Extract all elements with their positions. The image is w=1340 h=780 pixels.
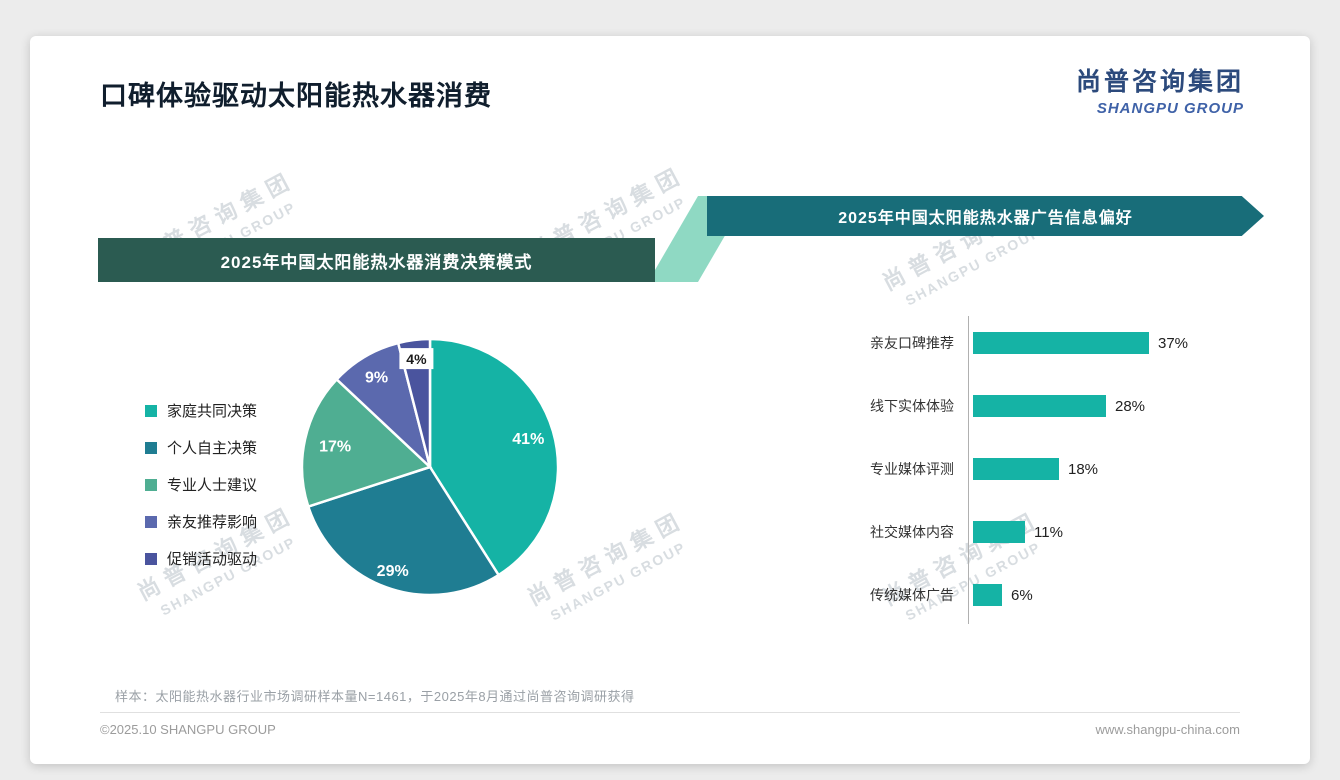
bar-row: 线下实体体验 28% [828,395,1188,417]
pie-data-label: 29% [377,563,409,580]
logo-english-text: SHANGPU GROUP [1096,100,1244,117]
bar-value-label: 28% [1115,397,1146,415]
bar-3 [973,521,1025,543]
pie-slice-2 [300,377,433,509]
pie-slice-1 [306,465,501,597]
legend-label: 专业人士建议 [167,477,258,494]
footer-website: www.shangpu-china.com [1095,722,1240,737]
legend-item: 促销活动驱动 [145,548,257,569]
pie-data-label: 4% [406,351,427,367]
bar-category-label: 线下实体体验 [870,398,954,414]
logo-chinese-text: 尚普咨询集团 [1075,68,1244,96]
company-logo: 尚普咨询集团 SHANGPU GROUP [1076,62,1244,117]
legend-item: 亲友推荐影响 [145,511,257,532]
page-title: 口碑体验驱动太阳能热水器消费 [100,81,492,111]
pie-data-label: 17% [319,438,351,455]
watermark-cn: 尚普咨询集团 [878,191,1044,296]
bar-2 [973,458,1059,480]
bar-chart-axis-line [968,316,969,624]
bar-rows: 亲友口碑推荐 37% 线下实体体验 28% 专业媒体评测 18% 社交媒体内容 11% 传统媒体… [828,332,1188,647]
pie-slice-4 [396,337,432,468]
pie-legend: 家庭共同决策 个人自主决策 专业人士建议 亲友推荐影响 促销活动驱动 [145,400,257,585]
legend-label: 促销活动驱动 [167,551,258,568]
bar-chart-title-banner: 2025年中国太阳能热水器广告信息偏好 [707,196,1264,236]
pie-label-callout [399,348,434,370]
bar-value-label: 18% [1068,460,1099,478]
legend-swatch [145,441,157,454]
legend-item: 个人自主决策 [145,437,257,458]
footer: ©2025.10 SHANGPU GROUP www.shangpu-china… [100,712,1240,737]
footer-copyright: ©2025.10 SHANGPU GROUP [100,722,276,737]
bar-value-label: 37% [1158,334,1189,352]
legend-swatch [145,404,157,417]
legend-label: 亲友推荐影响 [167,514,258,531]
pie-chart-title-banner: 2025年中国太阳能热水器消费决策模式 [98,238,655,282]
legend-item: 家庭共同决策 [145,400,257,421]
legend-label: 家庭共同决策 [167,403,258,420]
bar-1 [973,395,1106,417]
bar-4 [973,584,1002,606]
bar-row: 亲友口碑推荐 37% [828,332,1188,354]
pie-chart: 41% 29% 17% 9% 4% [300,337,560,597]
bar-category-label: 传统媒体广告 [870,587,954,603]
bar-row: 传统媒体广告 6% [828,584,1188,606]
bar-category-label: 亲友口碑推荐 [870,335,954,351]
legend-item: 专业人士建议 [145,474,257,495]
bar-row: 专业媒体评测 18% [828,458,1188,480]
legend-swatch [145,552,157,565]
legend-label: 个人自主决策 [167,440,258,457]
slide-card: 尚普咨询集团 SHANGPU GROUP 尚普咨询集团 SHANGPU GROU… [30,36,1310,764]
sample-note: 样本：太阳能热水器行业市场调研样本量N=1461，于2025年8月通过尚普咨询调… [115,689,635,704]
bar-category-label: 专业媒体评测 [870,461,954,477]
bar-row: 社交媒体内容 11% [828,521,1188,543]
legend-swatch [145,515,157,528]
bar-category-label: 社交媒体内容 [870,524,954,540]
legend-swatch [145,478,157,491]
bar-value-label: 11% [1034,523,1063,541]
pie-data-label: 41% [512,431,544,448]
bar-0 [973,332,1149,354]
bar-value-label: 6% [1011,586,1033,604]
pie-data-label: 9% [365,369,388,386]
